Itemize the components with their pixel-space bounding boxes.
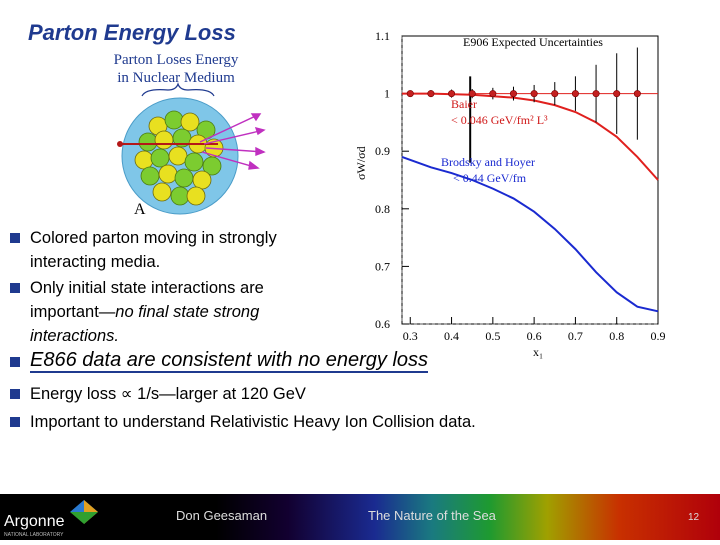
data-point [613,90,621,98]
baier-label-line2: < 0.046 GeV/fm² L³ [451,113,548,127]
data-point [468,90,476,98]
nucleon-cluster [134,110,224,206]
y-tick-label: 0.6 [375,317,390,331]
bullet-4-text: Important to understand Relativistic Hea… [30,413,476,431]
x-tick-label: 0.5 [485,329,500,343]
diagram-caption-line1: Parton Loses Energy [114,52,239,68]
chart-x-label: x₁ [533,345,543,359]
data-point [448,90,456,98]
data-point [509,90,517,98]
bullet-1-line1: Colored parton moving in strongly [30,229,277,247]
data-point [551,90,559,98]
x-tick-label: 0.3 [403,329,418,343]
parton-dot [117,141,123,147]
chart-marks [401,47,659,313]
bullet-marker [10,283,20,293]
bullet-marker [10,357,20,367]
x-tick-label: 0.8 [609,329,624,343]
ratio-chart: 0.3 0.4 0.5 0.6 0.7 0.8 0.9 0.6 0.7 0.8 0.9 1 1.1 E9… [355,29,666,359]
data-point [592,90,600,98]
nucleus-diagram: Parton Loses Energy in Nuclear Medium A [114,52,266,218]
plot-frame [401,35,659,325]
bullet-2-line1: Only initial state interactions are [30,279,264,297]
y-tick-label: 1.1 [375,29,390,43]
bullet-3-text: Energy loss ∝ 1/s—larger at 120 GeV [30,385,306,403]
footer-talk-title: The Nature of the Sea [368,508,496,523]
chart-y-label: σW/σd [355,146,368,180]
baier-label-line1: Baier [451,97,477,111]
bullet-marker [10,233,20,243]
series-line-brodsky-hoyer [401,156,659,313]
bullet-2-line2: important—no final state strong [30,302,259,323]
argonne-logo-mark: Argonne NATIONAL LABORATORY [4,500,98,538]
bullet-2-line3: interactions. [30,327,119,345]
x-tick-label: 0.7 [568,329,583,343]
x-tick-label: 0.6 [527,329,542,343]
footer-author: Don Geesaman [176,508,268,523]
y-tick-label: 0.9 [375,144,390,158]
chart-title: E906 Expected Uncertainties [463,35,603,49]
headline-text: E866 data are consistent with no energy … [30,349,429,373]
y-tick-label: 0.7 [375,259,390,273]
logo-text: Argonne [4,513,65,530]
logo-subtext: NATIONAL LABORATORY [4,532,64,538]
slide-title: Parton Energy Loss [28,20,236,45]
bullet-1-line2: interacting media. [30,253,161,271]
y-tick-label: 1 [384,87,390,101]
data-point [571,90,579,98]
x-tick-label: 0.9 [651,329,666,343]
gluon-emission-arrows [199,113,266,170]
data-point [489,90,497,98]
data-point [530,90,538,98]
bullet-marker [10,389,20,399]
data-point [427,90,435,98]
brodsky-label-line1: Brodsky and Hoyer [441,155,535,169]
bullet-2-line2-a: important— [30,303,116,321]
bullet-2-line2-b: no final state strong [115,303,260,321]
data-point [406,90,414,98]
y-tick-label: 0.8 [375,202,390,216]
brodsky-label-line2: < 0.44 GeV/fm [453,171,527,185]
argonne-logo: Argonne NATIONAL LABORATORY [0,494,110,540]
page-number: 12 [688,512,700,523]
bullet-marker [10,417,20,427]
data-point [633,90,641,98]
caption-brace [141,82,215,97]
diagram-caption-line2: in Nuclear Medium [117,70,235,86]
nucleus-label: A [134,201,146,218]
x-tick-label: 0.4 [444,329,459,343]
footer-bar: Argonne NATIONAL LABORATORY Don Geesaman… [0,494,720,540]
